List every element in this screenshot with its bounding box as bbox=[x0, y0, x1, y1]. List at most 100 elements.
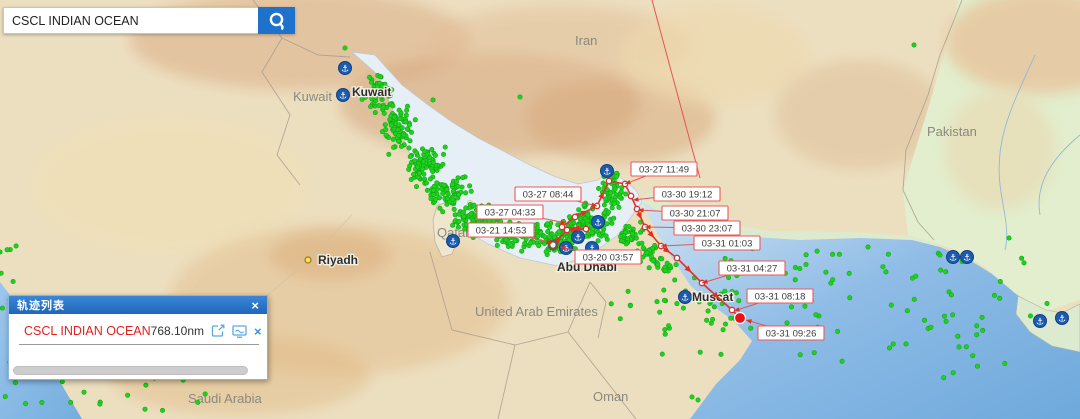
vessel-dot[interactable] bbox=[445, 191, 451, 197]
vessel-dot[interactable] bbox=[403, 112, 409, 118]
vessel-dot[interactable] bbox=[662, 267, 668, 273]
vessel-dot[interactable] bbox=[432, 196, 438, 202]
vessel-dot[interactable] bbox=[494, 242, 500, 248]
vessel-dot[interactable] bbox=[847, 295, 853, 301]
vessel-dot[interactable] bbox=[803, 261, 809, 267]
vessel-dot[interactable] bbox=[813, 312, 819, 318]
port-anchor-icon[interactable]: ⚓ bbox=[678, 290, 692, 304]
vessel-dot[interactable] bbox=[696, 299, 702, 305]
vessel-dot[interactable] bbox=[441, 182, 447, 188]
vessel-dot[interactable] bbox=[372, 110, 378, 116]
vessel-dot[interactable] bbox=[609, 205, 615, 211]
vessel-dot[interactable] bbox=[609, 220, 615, 226]
vessel-dot[interactable] bbox=[974, 363, 980, 369]
vessel-dot[interactable] bbox=[406, 145, 412, 151]
vessel-dot[interactable] bbox=[943, 318, 949, 324]
vessel-dot[interactable] bbox=[836, 251, 842, 257]
vessel-dot[interactable] bbox=[657, 309, 663, 315]
vessel-dot[interactable] bbox=[584, 218, 590, 224]
vessel-dot[interactable] bbox=[605, 209, 611, 215]
vessel-dot[interactable] bbox=[396, 107, 402, 113]
vessel-dot[interactable] bbox=[381, 110, 387, 116]
vessel-dot[interactable] bbox=[607, 190, 613, 196]
search-input[interactable] bbox=[3, 7, 258, 34]
vessel-dot[interactable] bbox=[659, 351, 665, 357]
vessel-dot[interactable] bbox=[403, 119, 409, 125]
vessel-dot[interactable] bbox=[535, 233, 541, 239]
vessel-dot[interactable] bbox=[626, 224, 632, 230]
vessel-dot[interactable] bbox=[13, 243, 19, 249]
vessel-dot[interactable] bbox=[424, 187, 430, 193]
vessel-dot[interactable] bbox=[604, 221, 610, 227]
vessel-dot[interactable] bbox=[368, 104, 374, 110]
vessel-dot[interactable] bbox=[388, 122, 394, 128]
track-waypoint[interactable] bbox=[571, 213, 579, 221]
vessel-dot[interactable] bbox=[461, 209, 467, 215]
vessel-dot[interactable] bbox=[689, 394, 695, 400]
vessel-dot[interactable] bbox=[404, 107, 410, 113]
vessel-dot[interactable] bbox=[697, 349, 703, 355]
port-anchor-icon[interactable]: ⚓ bbox=[446, 234, 460, 248]
vessel-dot[interactable] bbox=[415, 164, 421, 170]
vessel-dot[interactable] bbox=[375, 92, 381, 98]
vessel-dot[interactable] bbox=[797, 266, 803, 272]
vessel-dot[interactable] bbox=[950, 312, 956, 318]
vessel-dot[interactable] bbox=[386, 151, 392, 157]
vessel-dot[interactable] bbox=[803, 252, 809, 258]
vessel-dot[interactable] bbox=[941, 375, 947, 381]
vessel-dot[interactable] bbox=[885, 251, 891, 257]
vessel-dot[interactable] bbox=[722, 255, 728, 261]
vessel-dot[interactable] bbox=[377, 80, 383, 86]
vessel-dot[interactable] bbox=[430, 169, 436, 175]
remove-track-icon[interactable]: × bbox=[254, 323, 262, 339]
vessel-dot[interactable] bbox=[659, 256, 665, 262]
vessel-dot[interactable] bbox=[661, 297, 667, 303]
track-waypoint[interactable] bbox=[605, 177, 613, 185]
vessel-dot[interactable] bbox=[600, 230, 606, 236]
port-anchor-icon[interactable]: ⚓ bbox=[1055, 311, 1069, 325]
vessel-dot[interactable] bbox=[835, 328, 841, 334]
vessel-dot[interactable] bbox=[429, 147, 435, 153]
vessel-dot[interactable] bbox=[708, 299, 714, 305]
vessel-dot[interactable] bbox=[629, 231, 635, 237]
vessel-dot[interactable] bbox=[846, 270, 852, 276]
vessel-dot[interactable] bbox=[680, 305, 686, 311]
vessel-dot[interactable] bbox=[143, 382, 149, 388]
vessel-dot[interactable] bbox=[625, 236, 631, 242]
vessel-dot[interactable] bbox=[581, 202, 587, 208]
vessel-dot[interactable] bbox=[644, 250, 650, 256]
vessel-dot[interactable] bbox=[396, 122, 402, 128]
vessel-dot[interactable] bbox=[943, 269, 949, 275]
vessel-dot[interactable] bbox=[59, 379, 65, 385]
vessel-dot[interactable] bbox=[68, 399, 74, 405]
vessel-dot[interactable] bbox=[408, 129, 414, 135]
vessel-dot[interactable] bbox=[391, 114, 397, 120]
vessel-dot[interactable] bbox=[883, 269, 889, 275]
vessel-dot[interactable] bbox=[612, 186, 618, 192]
vessel-dot[interactable] bbox=[616, 204, 622, 210]
vessel-dot[interactable] bbox=[792, 264, 798, 270]
vessel-dot[interactable] bbox=[955, 333, 961, 339]
vessel-dot[interactable] bbox=[430, 97, 436, 103]
vessel-dot[interactable] bbox=[442, 144, 448, 150]
vessel-dot[interactable] bbox=[39, 399, 45, 405]
vessel-dot[interactable] bbox=[382, 122, 388, 128]
vessel-dot[interactable] bbox=[974, 332, 980, 338]
vessel-dot[interactable] bbox=[420, 159, 426, 165]
vessel-dot[interactable] bbox=[865, 244, 871, 250]
vessel-dot[interactable] bbox=[342, 45, 348, 51]
vessel-dot[interactable] bbox=[638, 229, 644, 235]
vessel-dot[interactable] bbox=[390, 103, 396, 109]
vessel-dot[interactable] bbox=[522, 241, 528, 247]
vessel-dot[interactable] bbox=[611, 215, 617, 221]
current-position-marker[interactable] bbox=[733, 311, 747, 325]
vessel-dot[interactable] bbox=[566, 214, 572, 220]
vessel-dot[interactable] bbox=[720, 327, 726, 333]
vessel-dot[interactable] bbox=[412, 117, 418, 123]
vessel-dot[interactable] bbox=[1002, 360, 1008, 366]
vessel-dot[interactable] bbox=[640, 245, 646, 251]
track-list-panel-header[interactable]: 轨迹列表 × bbox=[9, 296, 267, 314]
vessel-dot[interactable] bbox=[903, 341, 909, 347]
vessel-dot[interactable] bbox=[1006, 235, 1012, 241]
vessel-dot[interactable] bbox=[608, 301, 614, 307]
